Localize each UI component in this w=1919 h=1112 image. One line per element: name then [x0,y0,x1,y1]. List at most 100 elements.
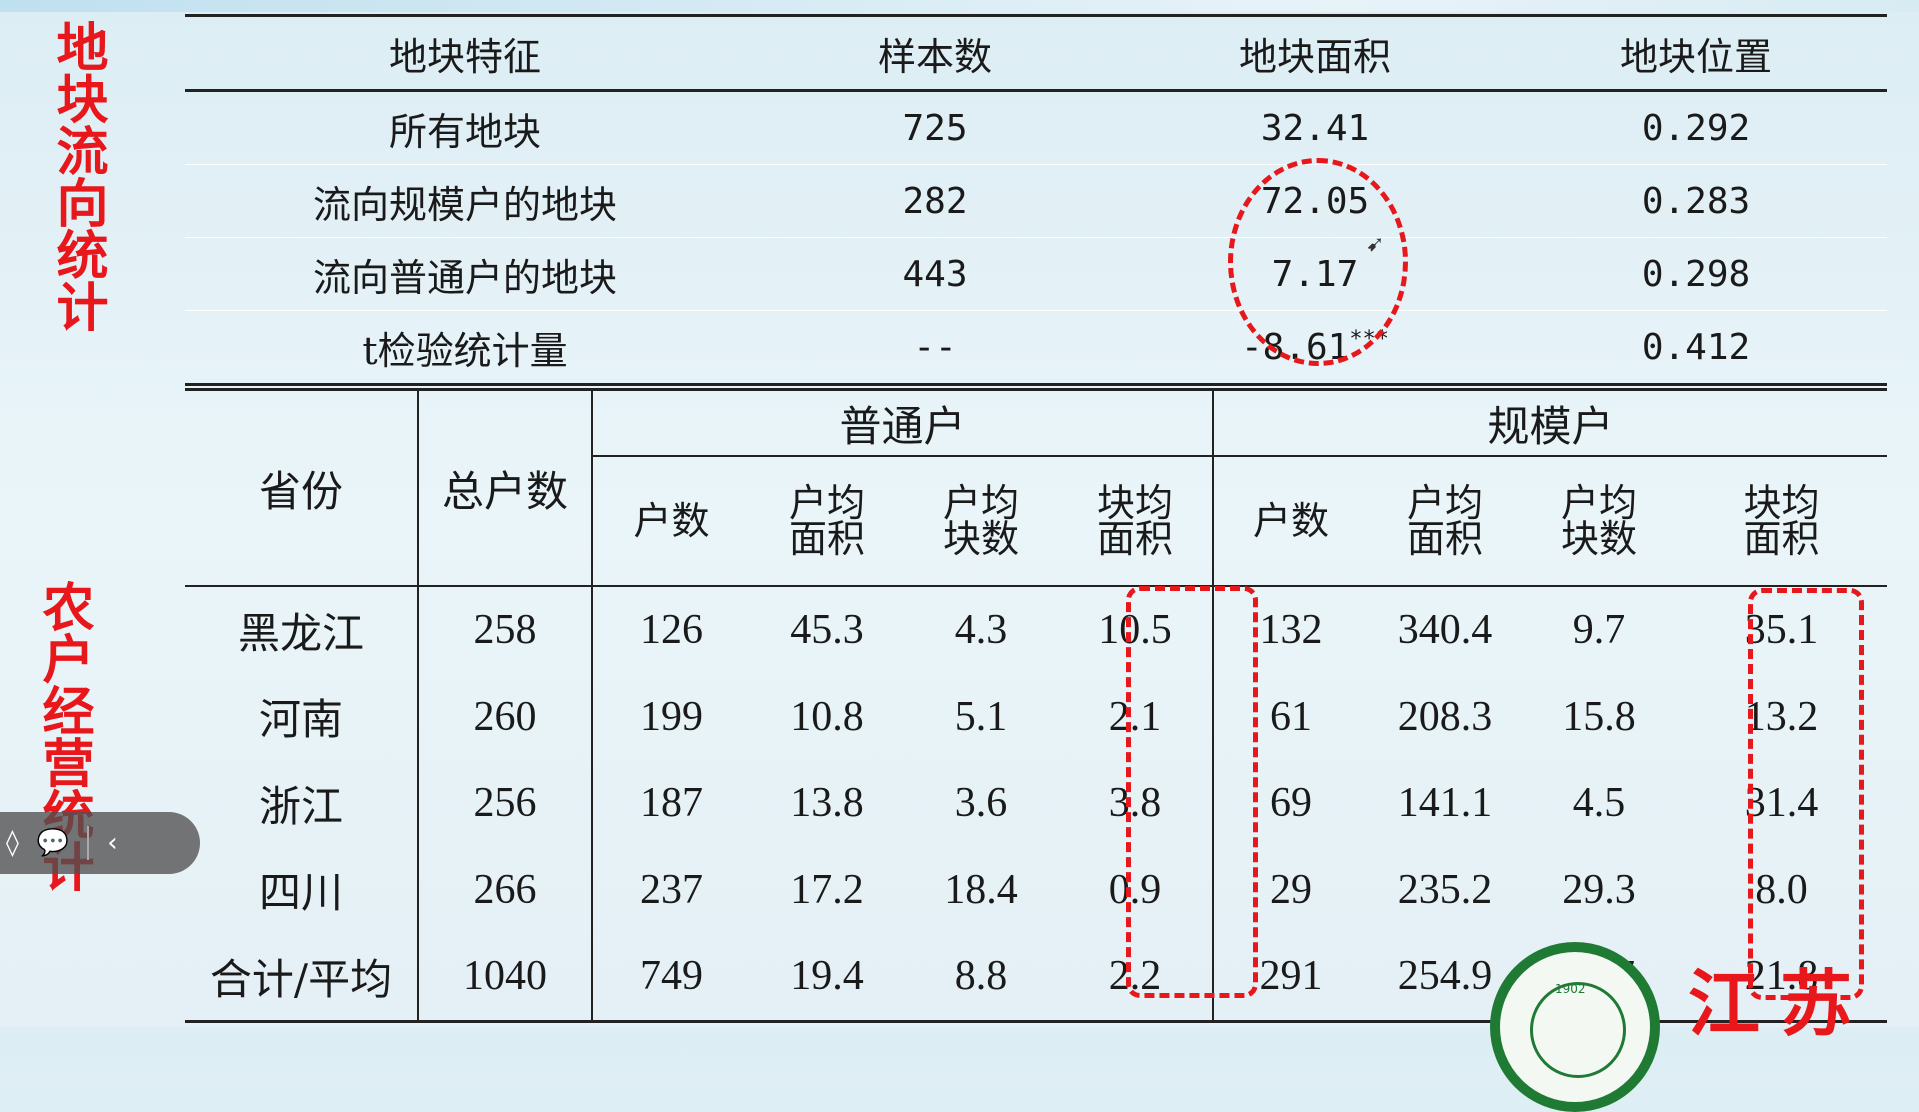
cell-large-avg-area: 340.4 [1397,607,1493,654]
chat-icon[interactable]: 💬 [36,828,70,858]
cell-total-households: 1040 [417,933,592,1021]
cell-land-location: 0.412 [1505,310,1887,386]
cell-ord-avg-area: 10.8 [790,693,864,740]
cell-ord-households: 187 [591,760,750,847]
cell-large-avg-area: 254.9 [1397,953,1493,1000]
floating-toolbar[interactable]: ◊ 💬 ‹ [0,812,200,874]
cell-province: 合计/平均 [209,954,393,1004]
cell-sample-size: 443 [745,237,1125,311]
cell-large-avg-area: 141.1 [1397,780,1493,827]
cell-land-location: 0.298 [1505,237,1887,311]
cell-large-plot-avg-area: 31.4 [1744,780,1819,827]
header-sample-size: 样本数 [745,14,1125,92]
cell-large-avg-plots: 29.3 [1562,866,1636,913]
cell-province: 河南 [258,695,343,745]
cell-ord-avg-plots: 5.1 [954,693,1008,740]
header-province: 省份 [185,389,418,587]
cell-ord-avg-area: 17.2 [790,866,864,913]
header-total-households: 总户数 [417,389,592,587]
table-row: 所有地块 725 32.41 0.292 [185,90,1887,165]
mouse-cursor-icon: ➹ [1366,232,1385,257]
cell-ord-households: 237 [591,846,750,933]
cell-total-households: 266 [417,846,592,933]
table-row: 四川 266 237 17.2 18.4 0.9 29 235.2 29.3 8.0 [185,846,1887,933]
cell-province: 四川 [258,868,343,918]
cell-ord-avg-area: 45.3 [790,607,864,654]
cell-land-area: 32.41 [1125,90,1505,165]
header-land-area: 地块面积 [1125,14,1505,92]
cell-province: 浙江 [258,781,343,831]
row-label: 流向普通户的地块 [185,237,745,311]
highlight-box-ordinary [1126,586,1258,998]
header-avg-area: 户均面积 [1368,456,1522,587]
table-row: 黑龙江 258 126 45.3 4.3 10.5 132 340.4 9.7 35.1 [185,586,1887,674]
cell-large-avg-plots: 15.8 [1562,693,1636,740]
cell-province: 黑龙江 [237,608,364,658]
cell-large-avg-area: 235.2 [1397,866,1493,913]
toolbar-divider [87,826,90,860]
table-row: t检验统计量 -- -8.61*** 0.412 [185,310,1887,386]
cell-ord-plot-avg-area: 2.1 [1108,693,1162,740]
table-row: 流向规模户的地块 282 72.05 0.283 [185,164,1887,238]
header-large-households: 规模户 [1212,389,1887,457]
cell-ord-avg-area: 19.4 [790,953,864,1000]
land-flow-header-row: 地块特征 样本数 地块面积 地块位置 [185,14,1887,92]
cell-large-plot-avg-area: 13.2 [1744,693,1819,740]
chevron-left-icon[interactable]: ‹ [107,828,118,858]
table-row: 河南 260 199 10.8 5.1 2.1 61 208.3 15.8 13.2 [185,673,1887,760]
header-avg-plots: 户均块数 [904,456,1058,587]
header-plot-avg-area: 块均面积 [1058,456,1213,587]
farm-operation-table: 省份 总户数 普通户 规模户 户数 户均面积 户均块数 块均面积 户数 户均面积… [185,388,1887,1023]
header-land-location: 地块位置 [1505,14,1887,92]
cell-ord-plot-avg-area: 3.8 [1108,780,1162,827]
cell-large-plot-avg-area: 35.1 [1744,607,1819,654]
cell-ord-households: 199 [591,673,750,760]
cell-ord-households: 749 [591,933,750,1021]
land-flow-table: 地块特征 样本数 地块面积 地块位置 所有地块 725 32.41 0.292 … [185,14,1887,386]
cell-sample-size: -- [745,310,1125,386]
pin-icon[interactable]: ◊ [6,828,19,858]
cell-ord-avg-area: 13.8 [790,780,864,827]
row-label: 所有地块 [185,90,745,165]
row-label: t检验统计量 [185,310,745,386]
cell-ord-avg-plots: 4.3 [954,607,1008,654]
cell-sample-size: 282 [745,164,1125,238]
header-avg-area: 户均面积 [750,456,904,587]
cell-large-households: 69 [1212,760,1368,847]
cell-large-avg-plots: 9.7 [1572,607,1626,654]
cell-total-households: 258 [417,586,592,674]
university-logo: 1902 [1490,942,1660,1112]
table-row: 浙江 256 187 13.8 3.6 3.8 69 141.1 4.5 31.4 [185,760,1887,847]
header-households: 户数 [591,456,750,587]
cell-total-households: 256 [417,760,592,847]
cell-large-households: 132 [1212,586,1368,674]
cell-large-households: 291 [1212,933,1368,1021]
group-header-row: 省份 总户数 普通户 规模户 [185,389,1887,587]
cell-large-avg-plots: 4.5 [1572,780,1626,827]
cell-total-households: 260 [417,673,592,760]
header-plot-avg-area: 块均面积 [1676,456,1887,587]
highlight-box-large [1748,588,1864,1000]
cell-sample-size: 725 [745,90,1125,165]
table-row: 流向普通户的地块 443 7.17 0.298 [185,237,1887,311]
header-households: 户数 [1212,456,1368,587]
cell-large-plot-avg-area: 8.0 [1755,866,1808,913]
sub-header-row: 户数 户均面积 户均块数 块均面积 户数 户均面积 户均块数 块均面积 [185,456,1887,587]
cell-large-avg-area: 208.3 [1397,693,1493,740]
header-ordinary-households: 普通户 [591,389,1213,457]
cell-large-households: 61 [1212,673,1368,760]
highlight-circle [1228,158,1408,366]
header-land-feature: 地块特征 [185,14,745,92]
logo-year: 1902 [1555,982,1586,996]
cell-ord-households: 126 [591,586,750,674]
header-avg-plots: 户均块数 [1522,456,1676,587]
cell-large-households: 29 [1212,846,1368,933]
cell-ord-plot-avg-area: 10.5 [1098,607,1172,654]
row-label: 流向规模户的地块 [185,164,745,238]
brand-text: 江苏 [1688,961,1873,1046]
cell-ord-avg-plots: 8.8 [954,953,1008,1000]
side-label-land-flow: 地块流向统计 [47,20,108,332]
top-strip [0,0,1919,12]
cell-ord-avg-plots: 3.6 [954,780,1008,827]
logo-inner-ring [1530,982,1626,1078]
